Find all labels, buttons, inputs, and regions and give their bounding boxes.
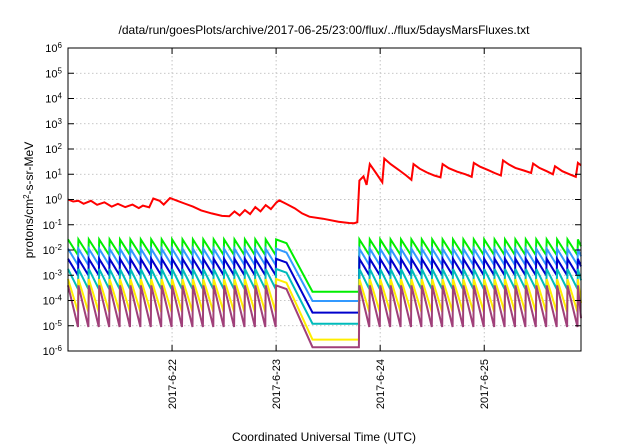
y-tick-label: 10-3 — [43, 268, 63, 283]
y-tick-exponent: 6 — [58, 41, 63, 50]
y-tick-label: 100 — [45, 192, 62, 207]
y-tick-exponent: -3 — [55, 268, 63, 277]
series-line-6 — [67, 283, 582, 349]
y-tick-base: 10 — [43, 296, 55, 308]
y-tick-label: 105 — [45, 66, 62, 81]
y-tick-label: 10-5 — [43, 318, 63, 333]
y-tick-base: 10 — [45, 195, 57, 207]
y-axis-label: protons/cm2-s-sr-MeV — [22, 142, 37, 258]
y-tick-base: 10 — [43, 321, 55, 333]
y-tick-label: 10-1 — [43, 217, 63, 232]
y-tick-label: 104 — [45, 91, 62, 106]
y-tick-exponent: 4 — [58, 91, 63, 100]
y-tick-exponent: -1 — [55, 217, 63, 226]
y-axis-label-sup: 2 — [22, 194, 31, 199]
y-tick-exponent: 3 — [58, 116, 63, 125]
y-tick-base: 10 — [45, 68, 57, 80]
y-tick-label: 10-4 — [43, 293, 63, 308]
y-tick-exponent: -6 — [55, 344, 63, 353]
y-tick-base: 10 — [43, 346, 55, 358]
y-tick-exponent: 2 — [58, 142, 63, 151]
x-tick-label: 2017-6-25 — [479, 359, 491, 409]
y-tick-base: 10 — [45, 169, 57, 181]
y-tick-label: 103 — [45, 116, 62, 131]
y-tick-label: 106 — [45, 41, 62, 56]
x-tick-label: 2017-6-24 — [375, 359, 387, 409]
x-tick-label: 2017-6-23 — [271, 359, 283, 409]
y-tick-label: 10-6 — [43, 344, 63, 359]
y-axis-label-suffix: -s-sr-MeV — [22, 142, 36, 195]
y-tick-base: 10 — [43, 245, 55, 257]
y-tick-exponent: -4 — [55, 293, 63, 302]
y-tick-exponent: 1 — [58, 167, 63, 176]
series-line-0 — [67, 156, 582, 225]
y-tick-base: 10 — [45, 144, 57, 156]
y-tick-base: 10 — [45, 119, 57, 131]
y-tick-base: 10 — [45, 43, 57, 55]
y-tick-label: 101 — [45, 167, 62, 182]
x-tick-label: 2017-6-22 — [167, 359, 179, 409]
y-tick-base: 10 — [43, 270, 55, 282]
y-tick-exponent: -2 — [55, 243, 63, 252]
y-tick-base: 10 — [43, 220, 55, 232]
y-tick-label: 10-2 — [43, 243, 63, 258]
y-axis-label-prefix: protons/cm — [22, 199, 36, 258]
y-tick-exponent: 5 — [58, 66, 63, 75]
series-layer — [67, 156, 582, 349]
y-tick-exponent: -5 — [55, 318, 63, 327]
ticks: 10-610-510-410-310-210-11001011021031041… — [43, 41, 581, 409]
chart-title: /data/run/goesPlots/archive/2017-06-25/2… — [119, 23, 531, 37]
y-tick-base: 10 — [45, 94, 57, 106]
y-tick-label: 102 — [45, 142, 62, 157]
y-tick-exponent: 0 — [58, 192, 63, 201]
x-axis-label: Coordinated Universal Time (UTC) — [232, 430, 416, 444]
